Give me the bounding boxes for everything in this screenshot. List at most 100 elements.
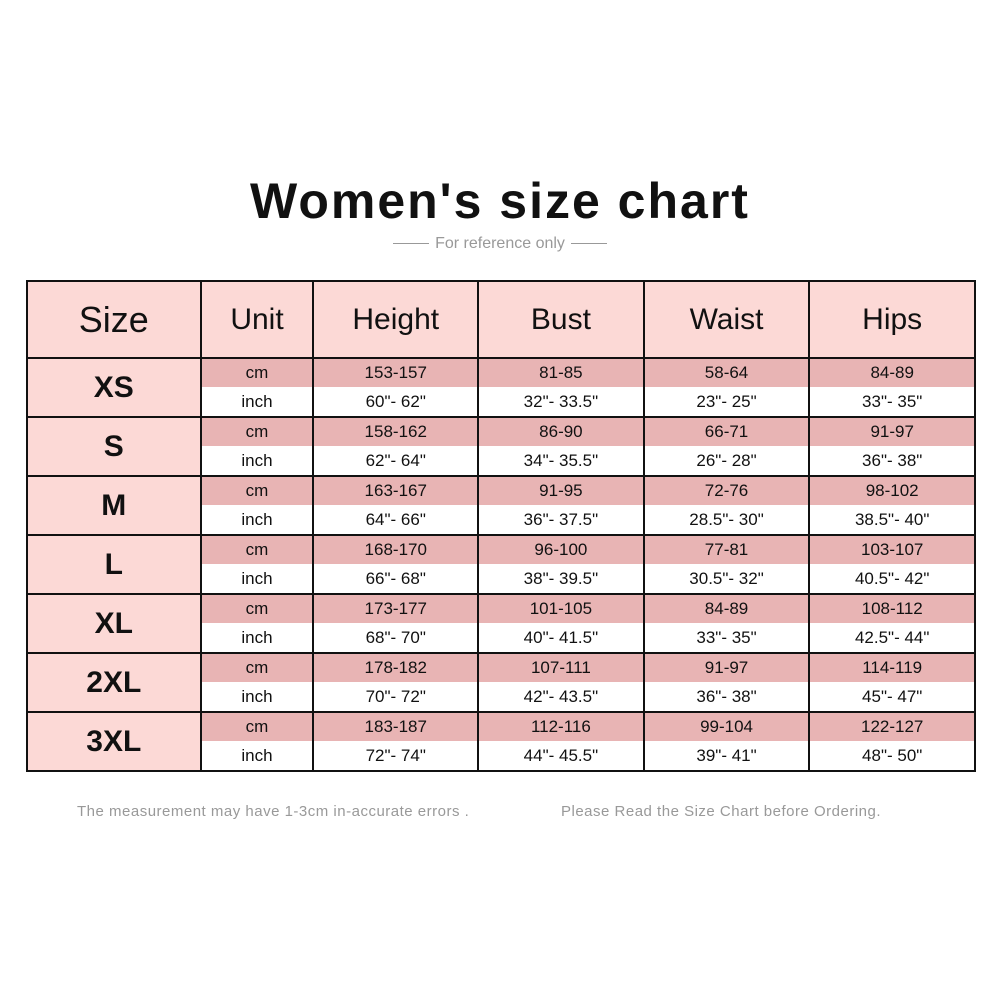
hips-cell: 33"- 35" [808, 387, 976, 418]
size-cell: XL [26, 594, 202, 654]
hips-cell: 36"- 38" [808, 446, 976, 477]
unit-cell: inch [199, 623, 315, 654]
unit-cell: cm [199, 358, 315, 388]
divider [393, 243, 430, 245]
table-row-xs-inch: inch 60"- 62" 32"- 33.5" 23"- 25" 33"- 35" [27, 387, 976, 418]
waist-cell: 23"- 25" [642, 387, 811, 418]
hips-cell: 122-127 [808, 712, 976, 742]
hips-cell: 40.5"- 42" [808, 564, 976, 595]
hips-cell: 45"- 47" [808, 682, 976, 713]
waist-cell: 66-71 [642, 417, 811, 447]
unit-cell: inch [199, 564, 315, 595]
unit-cell: inch [199, 446, 315, 477]
note-accuracy: The measurement may have 1-3cm in-accura… [77, 803, 470, 820]
bust-cell: 34"- 35.5" [477, 446, 645, 477]
size-cell: 2XL [26, 653, 202, 713]
header-unit: Unit [199, 281, 315, 359]
height-cell: 68"- 70" [312, 623, 480, 654]
table-row-2xl-inch: inch 70"- 72" 42"- 43.5" 36"- 38" 45"- 47" [27, 682, 976, 713]
bust-cell: 36"- 37.5" [477, 505, 645, 536]
waist-cell: 58-64 [642, 358, 811, 388]
hips-cell: 108-112 [808, 594, 976, 624]
header-hips: Hips [808, 281, 976, 359]
waist-cell: 77-81 [642, 535, 811, 565]
table-row-2xl-cm: 2XL cm 178-182 107-111 91-97 114-119 [26, 653, 976, 713]
subtitle: For reference only [0, 235, 1000, 253]
bust-cell: 81-85 [477, 358, 645, 388]
height-cell: 173-177 [312, 594, 480, 624]
height-cell: 60"- 62" [312, 387, 480, 418]
unit-cell: inch [199, 682, 315, 713]
table-row-3xl-inch: inch 72"- 74" 44"- 45.5" 39"- 41" 48"- 50" [27, 741, 976, 772]
bust-cell: 101-105 [477, 594, 645, 624]
header-size: Size [26, 281, 202, 359]
waist-cell: 28.5"- 30" [642, 505, 811, 536]
height-cell: 62"- 64" [312, 446, 480, 477]
bust-cell: 112-116 [477, 712, 645, 742]
hips-cell: 103-107 [808, 535, 976, 565]
bust-cell: 107-111 [477, 653, 645, 683]
size-cell: L [26, 535, 202, 595]
bust-cell: 91-95 [477, 476, 645, 506]
bust-cell: 86-90 [477, 417, 645, 447]
unit-cell: inch [199, 741, 315, 772]
hips-cell: 48"- 50" [808, 741, 976, 772]
size-cell: 3XL [26, 712, 202, 772]
height-cell: 178-182 [312, 653, 480, 683]
table-row-xl-cm: XL cm 173-177 101-105 84-89 108-112 [26, 594, 976, 654]
waist-cell: 33"- 35" [642, 623, 811, 654]
unit-cell: inch [199, 387, 315, 418]
table-row-xl-inch: inch 68"- 70" 40"- 41.5" 33"- 35" 42.5"- 44" [27, 623, 976, 654]
header-row: Size Unit Height Bust Waist Hips [26, 281, 976, 359]
header-bust: Bust [477, 281, 645, 359]
bust-cell: 32"- 33.5" [477, 387, 645, 418]
height-cell: 72"- 74" [312, 741, 480, 772]
hips-cell: 84-89 [808, 358, 976, 388]
table-row-3xl-cm: 3XL cm 183-187 112-116 99-104 122-127 [26, 712, 976, 772]
height-cell: 64"- 66" [312, 505, 480, 536]
height-cell: 70"- 72" [312, 682, 480, 713]
hips-cell: 114-119 [808, 653, 976, 683]
waist-cell: 26"- 28" [642, 446, 811, 477]
bust-cell: 96-100 [477, 535, 645, 565]
waist-cell: 99-104 [642, 712, 811, 742]
unit-cell: cm [199, 594, 315, 624]
unit-cell: cm [199, 417, 315, 447]
hips-cell: 42.5"- 44" [808, 623, 976, 654]
unit-cell: cm [199, 653, 315, 683]
size-chart-table: Size Unit Height Bust Waist Hips XS cm 153… [26, 280, 976, 772]
table-row-m-inch: inch 64"- 66" 36"- 37.5" 28.5"- 30" 38.5"- 4… [27, 505, 976, 536]
unit-cell: inch [199, 505, 315, 536]
bust-cell: 42"- 43.5" [477, 682, 645, 713]
height-cell: 163-167 [312, 476, 480, 506]
note-read-chart: Please Read the Size Chart before Orderi… [561, 803, 881, 820]
waist-cell: 36"- 38" [642, 682, 811, 713]
bust-cell: 40"- 41.5" [477, 623, 645, 654]
unit-cell: cm [199, 535, 315, 565]
size-cell: S [26, 417, 202, 477]
header-waist: Waist [642, 281, 811, 359]
subtitle-text: For reference only [435, 235, 565, 252]
height-cell: 168-170 [312, 535, 480, 565]
height-cell: 153-157 [312, 358, 480, 388]
height-cell: 183-187 [312, 712, 480, 742]
size-cell: XS [26, 358, 202, 418]
waist-cell: 91-97 [642, 653, 811, 683]
bust-cell: 38"- 39.5" [477, 564, 645, 595]
waist-cell: 30.5"- 32" [642, 564, 811, 595]
waist-cell: 72-76 [642, 476, 811, 506]
header-height: Height [312, 281, 480, 359]
height-cell: 158-162 [312, 417, 480, 447]
page-title: Women's size chart [250, 173, 750, 229]
waist-cell: 84-89 [642, 594, 811, 624]
hips-cell: 98-102 [808, 476, 976, 506]
height-cell: 66"- 68" [312, 564, 480, 595]
unit-cell: cm [199, 712, 315, 742]
hips-cell: 91-97 [808, 417, 976, 447]
table-row-l-inch: inch 66"- 68" 38"- 39.5" 30.5"- 32" 40.5"- 4… [27, 564, 976, 595]
hips-cell: 38.5"- 40" [808, 505, 976, 536]
bust-cell: 44"- 45.5" [477, 741, 645, 772]
